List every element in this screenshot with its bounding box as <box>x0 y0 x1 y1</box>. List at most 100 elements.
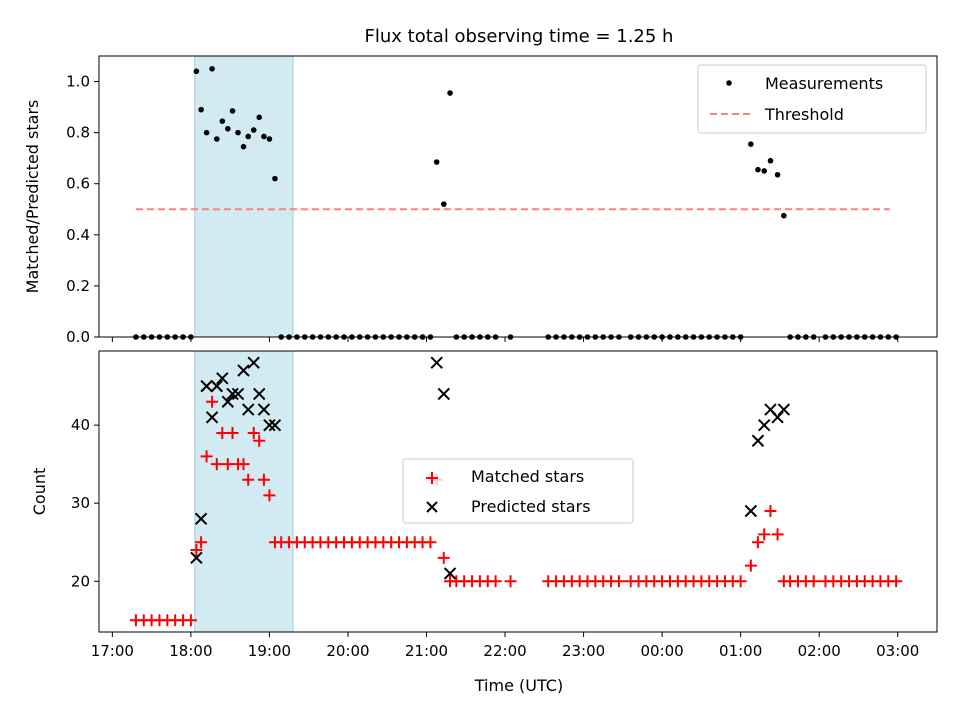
measurement-point <box>767 157 774 164</box>
x-tick-label: 01:00 <box>719 642 762 660</box>
x-tick-label: 17:00 <box>91 642 134 660</box>
x-tick-label: 19:00 <box>248 642 291 660</box>
predicted-point <box>257 403 271 416</box>
bottom-panel: 20 30 40 17:00 18:00 19:00 20:00 21:00 22:00 23:… <box>30 350 938 695</box>
predicted-point <box>268 418 282 432</box>
x-tick-label: 21:00 <box>405 642 448 660</box>
legend-label-matched: Matched stars <box>471 467 584 486</box>
matched-point <box>226 426 239 439</box>
measurement-point <box>748 141 754 147</box>
observing-span-bottom <box>194 350 294 633</box>
predicted-point <box>210 379 224 393</box>
measurement-point <box>250 127 257 133</box>
y-tick-label: 0.4 <box>66 226 90 244</box>
measurement-point <box>440 201 447 207</box>
y-tick-label: 20 <box>71 572 90 590</box>
legend-label-predicted: Predicted stars <box>471 497 591 516</box>
bottom-y-axis: 20 30 40 <box>71 416 99 590</box>
predicted-point <box>242 403 255 416</box>
predicted-point <box>231 387 245 401</box>
measurement-point <box>193 68 200 75</box>
x-tick-label: 22:00 <box>483 642 526 660</box>
x-tick-label: 00:00 <box>640 642 683 660</box>
x-axis-label: Time (UTC) <box>474 676 563 695</box>
matched-point <box>771 528 784 541</box>
top-panel: Flux total observing time = 1.25 h 0.00.… <box>23 26 938 346</box>
matched-point <box>437 551 450 564</box>
matched-point <box>263 489 276 502</box>
measurement-point <box>781 212 787 219</box>
top-y-axis: 0.0 0.2 0.4 0.6 0.8 1.0 <box>66 73 99 346</box>
measurement-point <box>229 108 236 114</box>
bottom-y-axis-label: Count <box>30 468 49 516</box>
matched-point <box>221 458 234 471</box>
matched-point <box>734 575 747 588</box>
measurement-point <box>219 118 226 124</box>
predicted-point <box>253 387 266 401</box>
matched-point <box>216 426 229 439</box>
matched-point <box>807 575 820 588</box>
measurement-point <box>256 114 263 121</box>
matched-point <box>257 473 270 486</box>
x-tick-label: 02:00 <box>798 642 841 660</box>
y-tick-label: 1.0 <box>66 73 90 91</box>
matched-point <box>890 575 903 588</box>
y-tick-label: 0.0 <box>66 328 90 346</box>
measurement-point <box>209 65 215 72</box>
measurement-point <box>266 136 273 142</box>
y-tick-label: 30 <box>71 494 90 512</box>
predicted-point <box>263 418 276 432</box>
matched-point <box>242 473 255 486</box>
y-tick-label: 0.8 <box>66 124 90 142</box>
measurement-point <box>447 90 453 96</box>
matched-point <box>504 575 517 588</box>
measurement-point <box>203 129 210 136</box>
measurement-point <box>433 159 440 165</box>
observing-span-top <box>194 55 294 338</box>
predicted-point <box>237 364 250 377</box>
measurement-point <box>245 133 252 140</box>
top-legend: Measurements Threshold <box>697 64 927 134</box>
matched-point <box>489 575 502 588</box>
legend-label-measurements: Measurements <box>765 74 883 93</box>
measurement-point <box>761 168 768 174</box>
predicted-point <box>205 411 219 424</box>
predicted-point <box>247 356 260 369</box>
measurement-point <box>261 133 267 140</box>
measurement-point <box>225 126 231 132</box>
predicted-point <box>758 418 771 432</box>
top-legend-box <box>697 64 927 134</box>
top-x-ticks <box>111 337 899 342</box>
bottom-x-axis: 17:00 18:00 19:00 20:00 21:00 22:00 23:00 00:00… <box>91 632 919 660</box>
predicted-point <box>216 372 229 385</box>
matched-point <box>612 575 625 588</box>
measurement-point <box>198 106 204 113</box>
measurement-point <box>214 136 220 142</box>
predicted-point <box>771 411 784 424</box>
matched-point <box>751 536 764 549</box>
y-tick-label: 40 <box>71 416 90 434</box>
predicted-point <box>437 387 450 401</box>
legend-marker-predicted <box>426 501 438 513</box>
predicted-point <box>200 379 213 393</box>
predicted-point <box>190 551 203 565</box>
matched-point <box>195 536 208 549</box>
matched-point <box>190 544 203 557</box>
matched-point <box>206 395 219 408</box>
measurement-point <box>235 129 241 136</box>
chart-title: Flux total observing time = 1.25 h <box>365 26 674 47</box>
legend-label-threshold: Threshold <box>764 105 844 124</box>
measurement-point <box>240 143 247 150</box>
matched-point <box>758 528 771 541</box>
matched-point <box>210 458 223 471</box>
y-tick-label: 0.6 <box>66 175 90 193</box>
measurement-point <box>755 166 761 173</box>
x-tick-label: 23:00 <box>562 642 605 660</box>
predicted-point <box>744 504 758 518</box>
matched-point <box>764 505 777 518</box>
top-y-axis-label: Matched/Predicted stars <box>23 100 42 294</box>
top-axes-frame <box>98 55 938 338</box>
y-tick-label: 0.2 <box>66 277 90 295</box>
matched-point <box>200 450 213 463</box>
